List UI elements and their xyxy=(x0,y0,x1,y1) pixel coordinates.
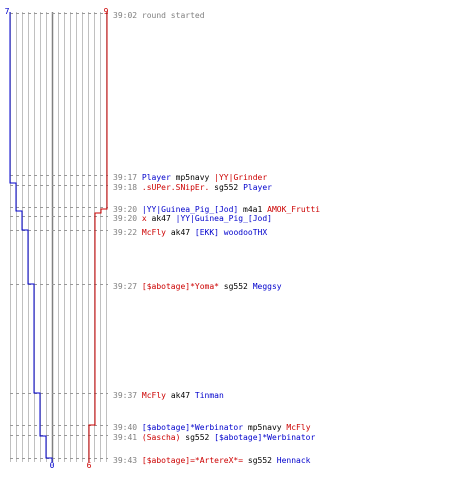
event-row: 39:27 [$abotage]*Yoma* sg552 Meggsy xyxy=(113,282,282,291)
event-row: 39:17 Player mp5navy |YY|Grinder xyxy=(113,173,267,182)
event-text: Tinman xyxy=(195,391,224,400)
event-time: 39:17 xyxy=(113,173,142,182)
event-row: 39:40 [$abotage]*Werbinator mp5navy McFl… xyxy=(113,423,311,432)
event-text: Player xyxy=(243,183,272,192)
event-text: mp5navy xyxy=(171,173,214,182)
event-text: .sUPer.SNipEr. xyxy=(142,183,209,192)
red-start-count: 9 xyxy=(104,7,109,16)
event-time: 39:18 xyxy=(113,183,142,192)
event-row: 39:20 |YY|Guinea_Pig_[Jod] m4a1 AMOK_Fru… xyxy=(113,205,320,214)
event-text: round started xyxy=(142,11,205,20)
blue-end-count: 0 xyxy=(50,461,55,470)
event-time: 39:20 xyxy=(113,205,142,214)
event-text: McFly xyxy=(286,423,310,432)
event-text: [$abotage]*Werbinator xyxy=(214,433,315,442)
event-row: 39:22 McFly ak47 [EKK] woodooTHX xyxy=(113,228,267,237)
event-row: 39:43 [$abotage]=*ArtereX*= sg552 Hennac… xyxy=(113,456,311,465)
event-text: Hennack xyxy=(277,456,311,465)
blue-team-alive-line xyxy=(9,12,53,462)
event-time: 39:37 xyxy=(113,391,142,400)
event-text: [$abotage]=*ArtereX*= xyxy=(142,456,243,465)
event-text: sg552 xyxy=(219,282,253,291)
event-row: 39:41 (Sascha) sg552 [$abotage]*Werbinat… xyxy=(113,433,315,442)
event-row: 39:18 .sUPer.SNipEr. sg552 Player xyxy=(113,183,272,192)
event-text: McFly xyxy=(142,391,166,400)
event-time: 39:41 xyxy=(113,433,142,442)
event-text: McFly xyxy=(142,228,166,237)
event-text: mp5navy xyxy=(243,423,286,432)
event-text: Player xyxy=(142,173,171,182)
event-text: Meggsy xyxy=(253,282,282,291)
event-time: 39:02 xyxy=(113,11,142,20)
red-end-count: 6 xyxy=(87,461,92,470)
event-text: sg552 xyxy=(209,183,243,192)
event-time: 39:22 xyxy=(113,228,142,237)
event-text: AMOK_Frutti xyxy=(267,205,320,214)
event-text: |YY|Grinder xyxy=(214,173,267,182)
event-text: [$abotage]*Yoma* xyxy=(142,282,219,291)
graph-grid xyxy=(10,12,107,462)
event-time: 39:40 xyxy=(113,423,142,432)
event-text: m4a1 xyxy=(238,205,267,214)
event-text: x xyxy=(142,214,147,223)
event-text: sg552 xyxy=(180,433,214,442)
event-row: 39:20 x ak47 |YY|Guinea_Pig_[Jod] xyxy=(113,214,272,223)
event-text: (Sascha) xyxy=(142,433,181,442)
event-row: 39:37 McFly ak47 Tinman xyxy=(113,391,224,400)
event-text: sg552 xyxy=(243,456,277,465)
event-text: ak47 xyxy=(147,214,176,223)
red-team-alive-line xyxy=(88,12,108,462)
event-row: 39:02 round started xyxy=(113,11,205,20)
event-text: ak47 xyxy=(166,391,195,400)
blue-start-count: 7 xyxy=(5,7,10,16)
event-log: 39:02 round started 39:17 Player mp5navy … xyxy=(113,11,320,465)
event-time: 39:20 xyxy=(113,214,142,223)
event-time: 39:27 xyxy=(113,282,142,291)
event-text: |YY|Guinea_Pig_[Jod] xyxy=(176,214,272,223)
event-dash-lines xyxy=(10,13,108,459)
event-text: [$abotage]*Werbinator xyxy=(142,423,243,432)
event-text: |YY|Guinea_Pig_[Jod] xyxy=(142,205,238,214)
event-text: ak47 xyxy=(166,228,195,237)
event-time: 39:43 xyxy=(113,456,142,465)
event-text: [EKK] woodooTHX xyxy=(195,228,267,237)
